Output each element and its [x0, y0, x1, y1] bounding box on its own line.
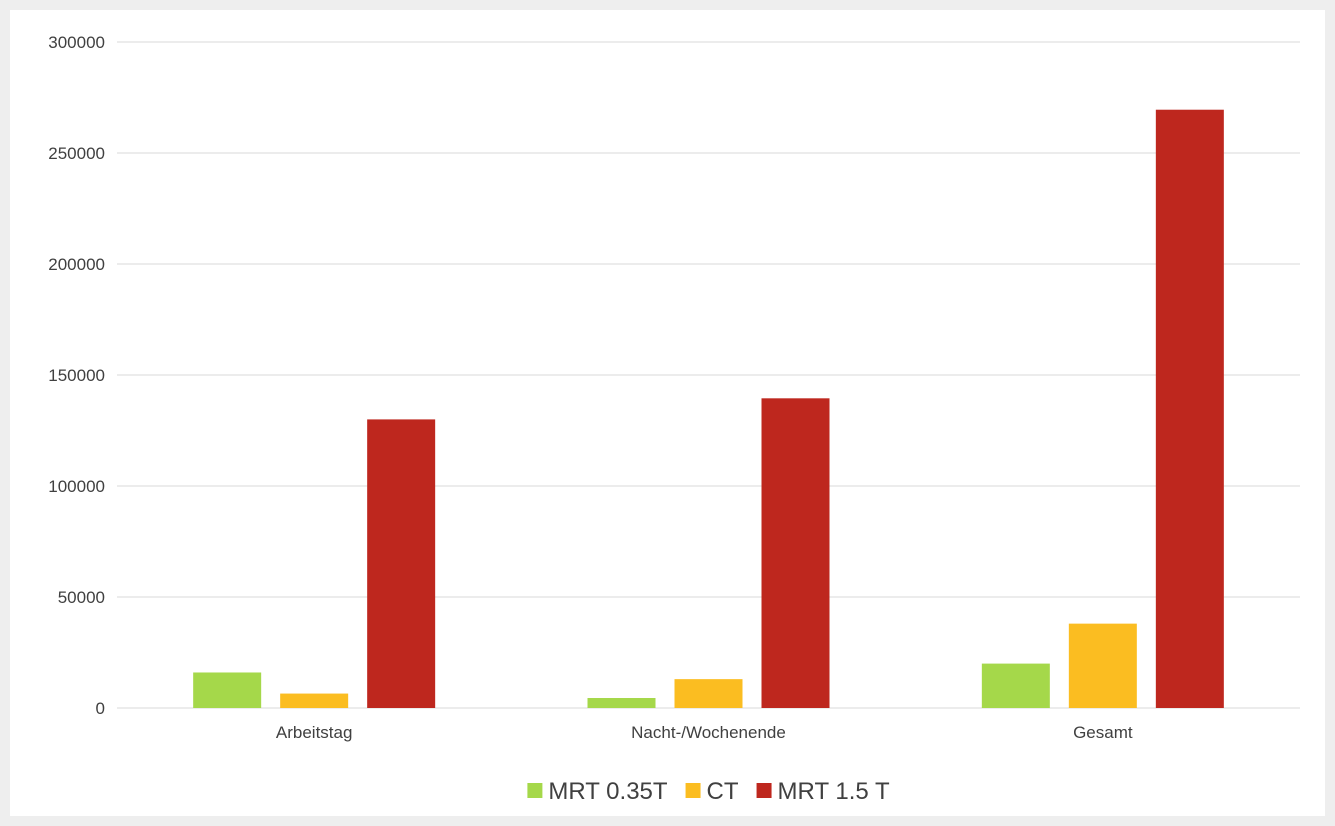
bar [1155, 109, 1224, 708]
y-tick-label: 0 [96, 699, 105, 718]
legend-item: MRT 1.5 T [756, 778, 890, 805]
legend-label: MRT 1.5 T [778, 778, 890, 805]
y-tick-label: 150000 [48, 366, 105, 385]
y-tick-label: 250000 [48, 144, 105, 163]
x-axis: Arbeitstag Nacht-/Wochenende Gesamt [276, 723, 1133, 742]
bar [981, 663, 1050, 708]
legend-swatch [527, 783, 543, 798]
chart-panel: 0 50000 100000 150000 200000 250000 300000 Arb… [10, 10, 1325, 816]
bar-chart: 0 50000 100000 150000 200000 250000 300000 Arb… [48, 33, 1300, 805]
x-category-label: Arbeitstag [276, 723, 353, 742]
bars-layer [193, 109, 1224, 708]
bar [193, 672, 262, 708]
bar [674, 679, 743, 708]
bar [1068, 623, 1137, 708]
x-category-label: Nacht-/Wochenende [631, 723, 786, 742]
y-tick-label: 300000 [48, 33, 105, 52]
y-axis: 0 50000 100000 150000 200000 250000 300000 [48, 33, 105, 718]
legend: MRT 0.35T CT MRT 1.5 T [527, 778, 890, 805]
bar [587, 698, 656, 708]
y-tick-label: 200000 [48, 255, 105, 274]
legend-item: CT [685, 778, 739, 805]
bar [367, 419, 436, 708]
grid-layer [117, 41, 1300, 709]
legend-label: MRT 0.35T [548, 778, 667, 805]
legend-swatch [685, 783, 701, 798]
y-tick-label: 50000 [58, 588, 105, 607]
bar [280, 693, 349, 708]
y-tick-label: 100000 [48, 477, 105, 496]
legend-item: MRT 0.35T [527, 778, 668, 805]
x-category-label: Gesamt [1073, 723, 1133, 742]
legend-swatch [756, 783, 772, 798]
bar [761, 398, 830, 708]
legend-label: CT [707, 778, 739, 805]
